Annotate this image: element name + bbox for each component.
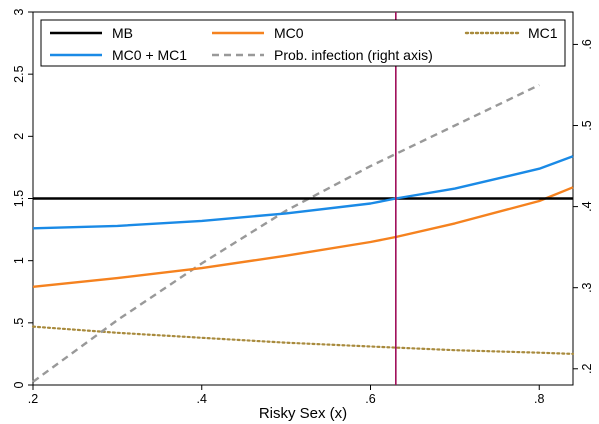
y-left-tick-label: 2.5: [12, 65, 26, 82]
y-right-tick-label: .2: [580, 364, 594, 374]
series-line-mc0: [32, 186, 574, 288]
legend-label-prob-infection-right-axis: Prob. infection (right axis): [274, 47, 433, 63]
x-axis-title: Risky Sex (x): [259, 405, 347, 422]
y-right-tick-label: .4: [580, 201, 594, 211]
x-tick-label: .8: [534, 392, 544, 406]
series-line-mc0-mc1: [32, 155, 574, 230]
x-tick-label: .4: [197, 392, 207, 406]
x-tick-label: .2: [28, 392, 38, 406]
legend-label-mb: MB: [112, 25, 133, 41]
y-right-tick-label: .5: [580, 120, 594, 130]
legend-label-mc0-mc1: MC0 + MC1: [112, 47, 187, 63]
series-line-prob-infection-right-axis: [32, 83, 540, 383]
y-right-tick-label: .6: [580, 39, 594, 49]
y-left-tick-label: 2: [12, 133, 26, 140]
series-lines: [31, 83, 575, 383]
y-left-tick-label: .5: [12, 318, 26, 328]
legend-label-mc0: MC0: [274, 25, 304, 41]
series-line-mc1: [31, 325, 575, 355]
legend-box: [40, 19, 566, 67]
y-left-tick-label: 1.5: [12, 190, 26, 207]
y-left-tick-label: 1: [12, 257, 26, 264]
x-tick-label: .6: [365, 392, 375, 406]
y-left-tick-label: 3: [12, 8, 26, 15]
axis-ticks: .2 .4 .6 .8 0 .5 1 1.5 2 2.5 3 .2 .3 .4 .5 .6: [12, 8, 594, 406]
legend: MB MC0 MC1 MC0 + MC1 Prob. infection (right …: [40, 19, 566, 67]
y-left-tick-label: 0: [12, 381, 26, 388]
y-right-tick-label: .3: [580, 282, 594, 292]
legend-label-mc1: MC1: [528, 25, 558, 41]
